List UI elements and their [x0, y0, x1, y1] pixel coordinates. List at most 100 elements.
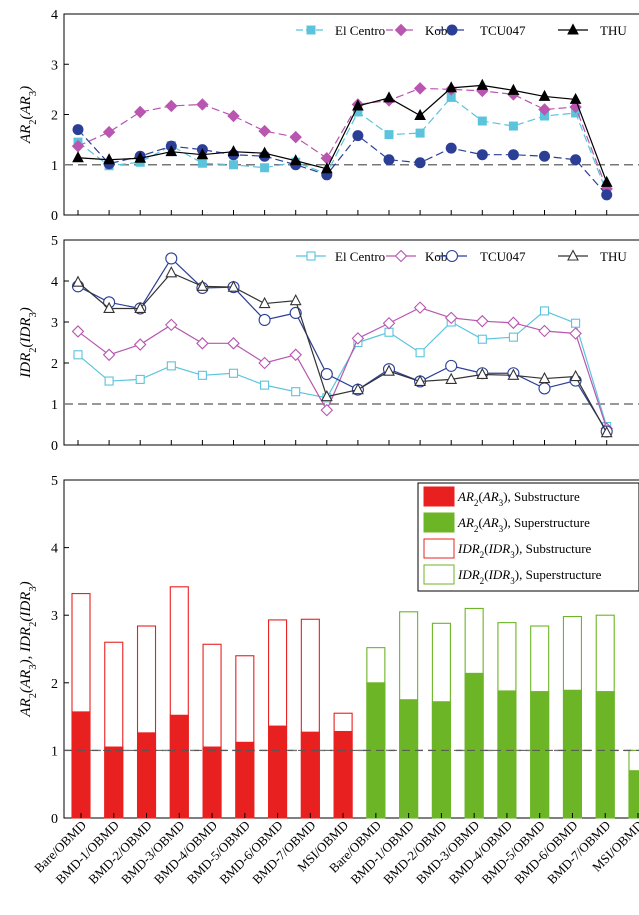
series-tcu047: [72, 124, 613, 201]
point: [103, 153, 115, 165]
point: [134, 301, 147, 314]
point: [477, 334, 487, 344]
point: [538, 103, 551, 116]
point: [306, 251, 316, 261]
point: [258, 146, 271, 158]
series-line: [77, 84, 608, 183]
point: [72, 124, 84, 136]
point: [351, 332, 365, 345]
y-tick-label: 3: [51, 316, 58, 331]
series-line: [77, 129, 608, 196]
point: [600, 175, 613, 187]
series-line: [77, 307, 608, 429]
series-tcu047: [71, 252, 613, 438]
y-tick-label: 5: [51, 234, 58, 249]
y-tick-label: 1: [51, 398, 58, 413]
point: [507, 149, 519, 161]
point: [567, 23, 579, 35]
legend-label: El Centro: [335, 249, 385, 264]
point: [413, 82, 427, 95]
point: [351, 382, 364, 395]
bar: [562, 689, 582, 819]
point: [394, 249, 408, 263]
bar: [169, 714, 189, 819]
point: [445, 249, 459, 263]
point: [320, 403, 334, 417]
y-tick-label: 4: [51, 8, 58, 23]
point: [477, 116, 487, 126]
point: [507, 83, 520, 95]
legend-swatch: [423, 538, 455, 559]
y-tick-label: 4: [51, 275, 58, 290]
legend-label: TCU047: [480, 23, 526, 38]
series-line: [77, 310, 608, 427]
point: [71, 325, 85, 338]
y-axis-label: AR2(AR3): [18, 86, 39, 144]
point: [196, 337, 209, 350]
point: [320, 368, 333, 381]
legend-swatch: [423, 486, 455, 507]
point: [414, 157, 426, 169]
legend-swatch: [423, 512, 455, 533]
point: [258, 313, 271, 327]
y-tick-label: 2: [51, 109, 58, 124]
series-thu: [72, 78, 613, 187]
point: [507, 368, 520, 380]
point: [508, 332, 518, 342]
point: [227, 280, 240, 292]
point: [258, 296, 271, 309]
point: [258, 356, 271, 370]
y-tick-label: 1: [51, 744, 58, 759]
point: [476, 314, 489, 328]
point: [507, 316, 520, 330]
bar: [628, 770, 639, 819]
bar: [399, 699, 419, 819]
point: [445, 359, 458, 372]
point: [196, 98, 209, 111]
bar: [137, 732, 157, 819]
legend-box: [417, 482, 639, 592]
point: [394, 23, 408, 37]
point: [383, 154, 395, 166]
bar: [202, 746, 222, 819]
point: [571, 318, 581, 328]
point: [413, 301, 427, 314]
series-line: [77, 272, 608, 433]
point: [165, 145, 178, 157]
point: [570, 154, 582, 166]
point: [539, 150, 550, 162]
point: [289, 293, 302, 306]
legend-label: TCU047: [480, 249, 526, 264]
bar: [530, 691, 550, 819]
point: [320, 389, 333, 402]
point: [382, 316, 396, 330]
y-tick-label: 5: [51, 474, 58, 489]
y-axis-label: IDR2(IDR3): [18, 307, 39, 379]
y-tick-label: 0: [51, 812, 58, 827]
point: [166, 361, 176, 371]
point: [567, 249, 579, 261]
point: [196, 148, 209, 160]
legend-label: AR2(AR3), Superstructure: [457, 515, 590, 534]
legend-item: El Centro: [296, 249, 385, 264]
point: [197, 370, 207, 380]
point: [383, 364, 395, 376]
y-tick-label: 3: [51, 609, 58, 624]
point: [569, 327, 582, 340]
point: [415, 348, 425, 358]
legend-swatch: [423, 564, 455, 585]
point: [306, 25, 316, 35]
bar: [300, 731, 320, 819]
bar: [464, 672, 484, 819]
point: [352, 130, 364, 142]
point: [601, 189, 613, 201]
point: [539, 306, 550, 316]
point: [133, 105, 147, 119]
point: [289, 130, 302, 144]
point: [228, 368, 239, 378]
point: [444, 311, 458, 325]
point: [72, 151, 84, 163]
